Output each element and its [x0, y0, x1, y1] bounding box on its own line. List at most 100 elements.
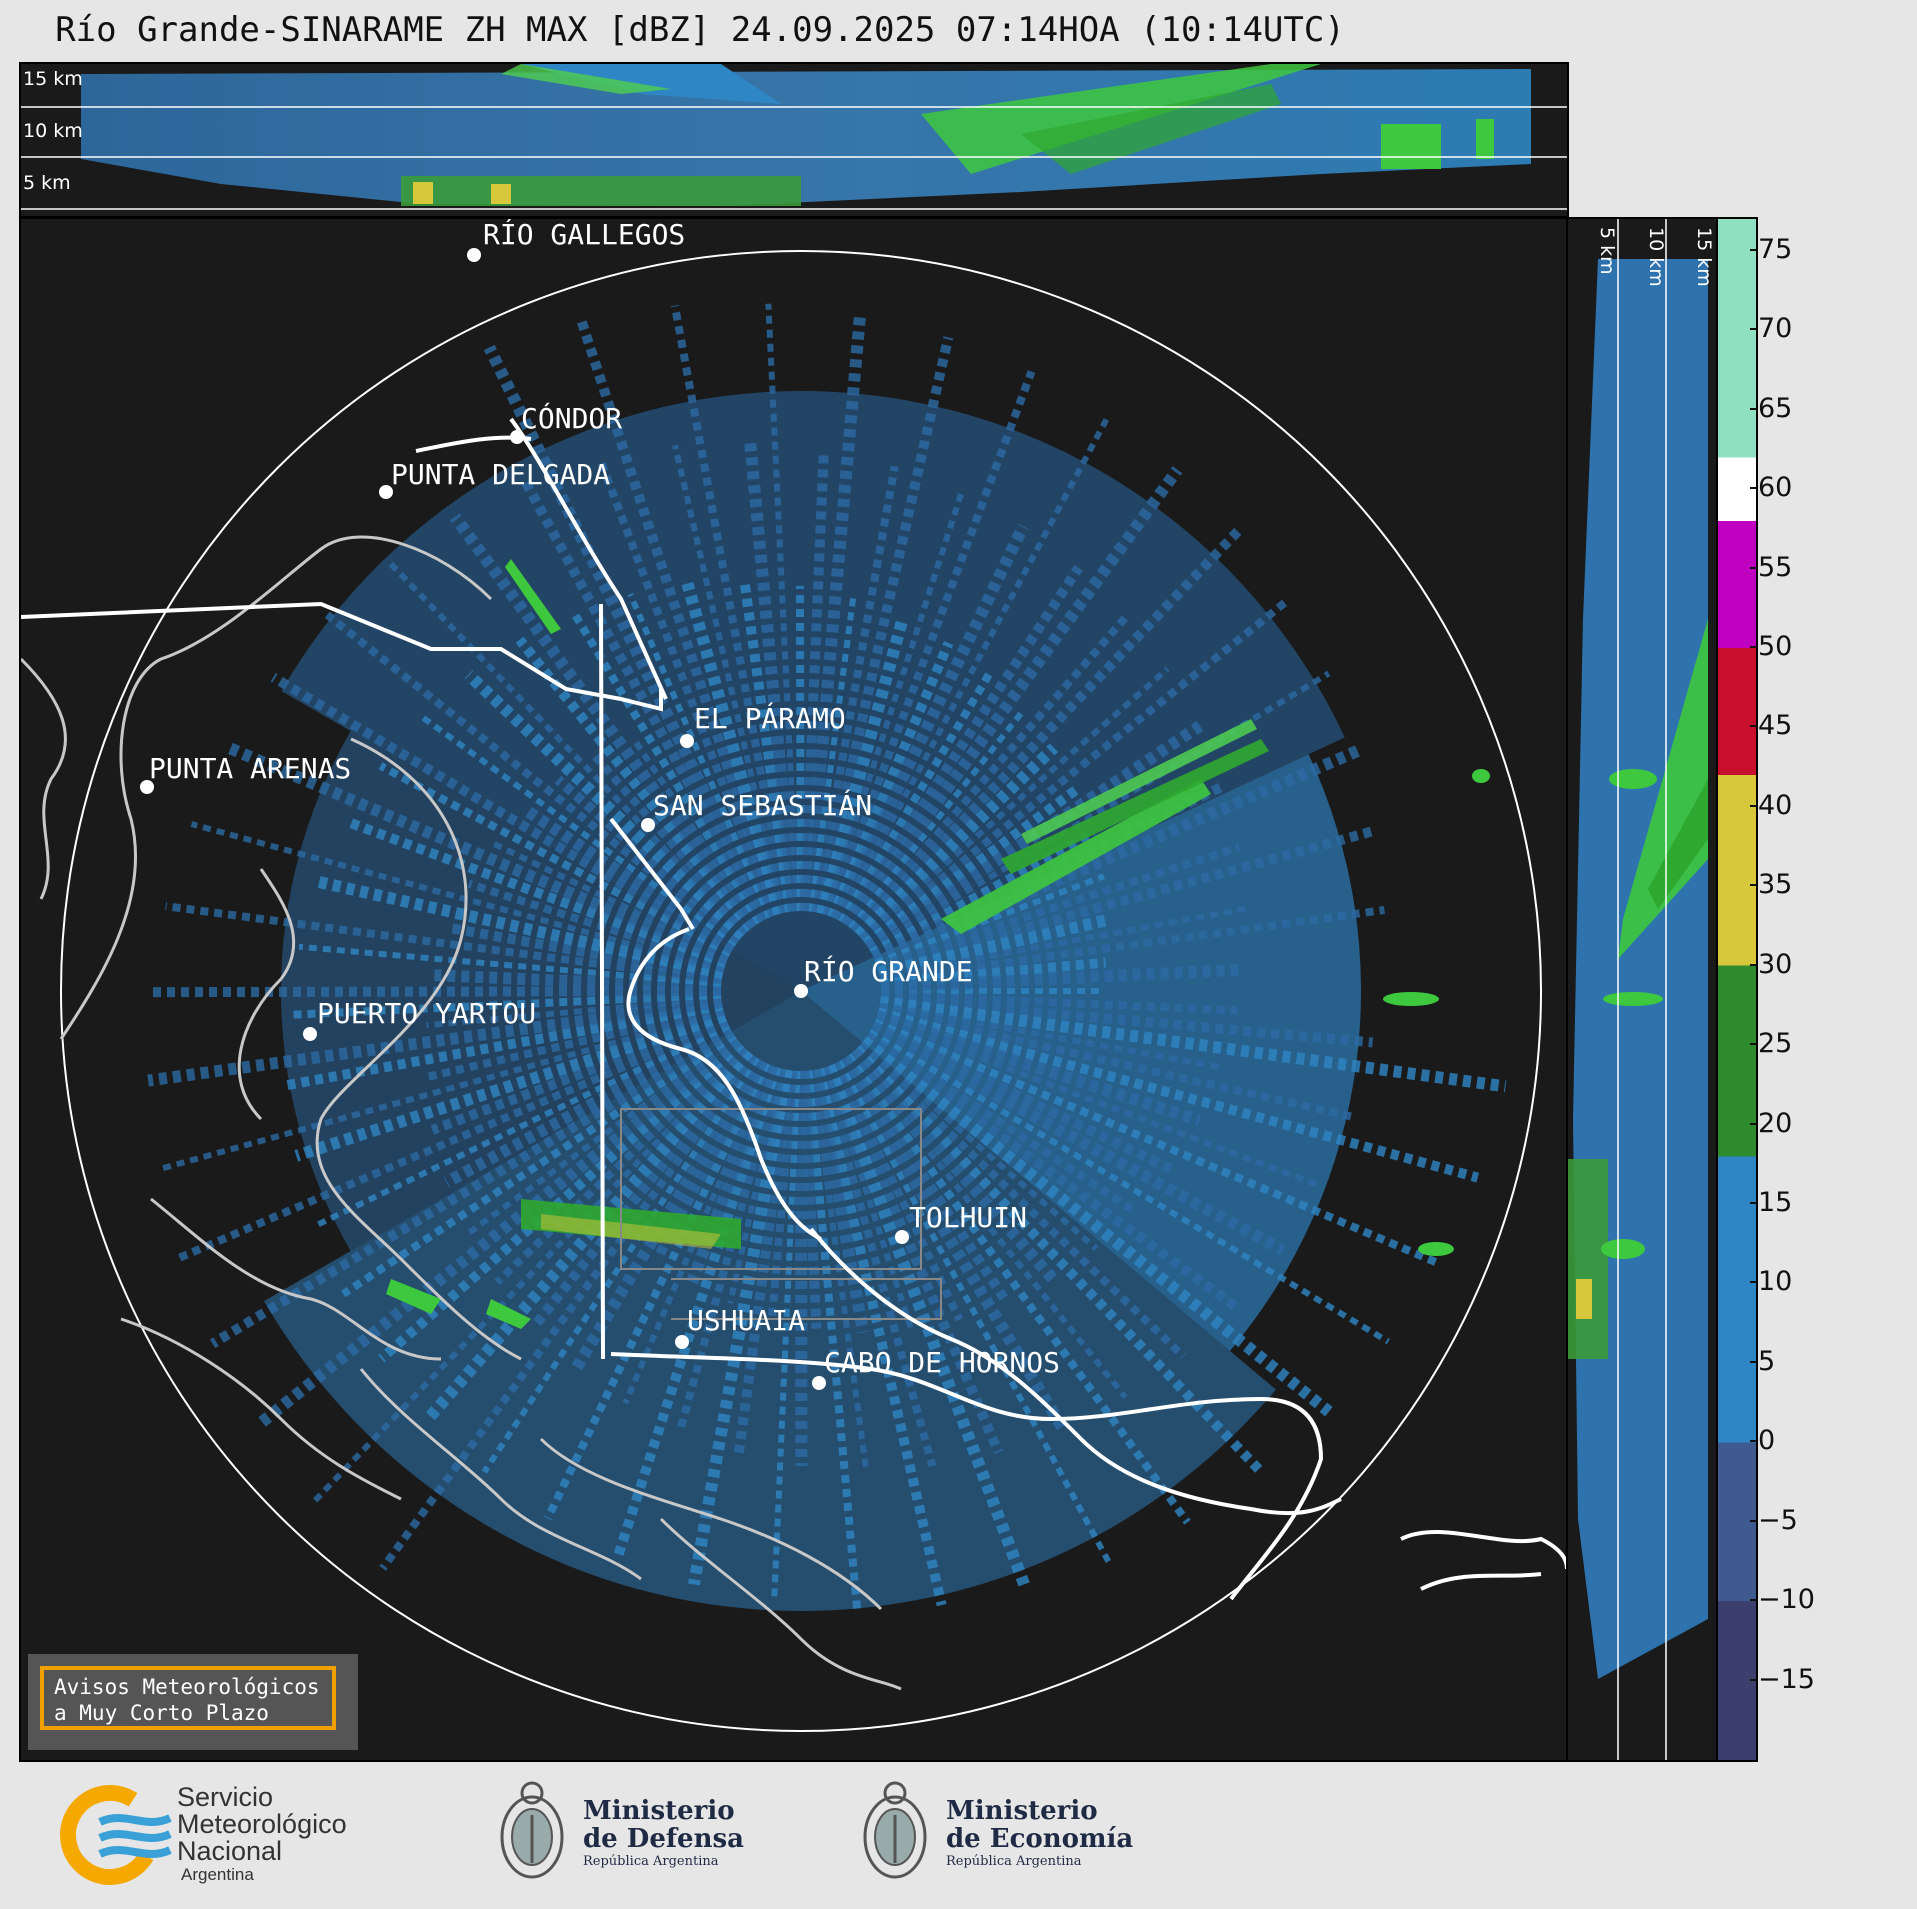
- echo-ray: [177, 1018, 730, 1262]
- smn-line4: Argentina: [181, 1865, 254, 1884]
- echo-ray: [801, 314, 867, 912]
- echo-ray: [576, 318, 781, 917]
- colorbar-tick-label: 0: [1749, 1425, 1776, 1457]
- echo-ray: [377, 1039, 745, 1363]
- echo-ray: [324, 611, 741, 945]
- echo-ray: [878, 1004, 1353, 1121]
- echo-ray: [450, 513, 759, 930]
- city-dot-el-paramo: [680, 734, 694, 748]
- echo-ray: [849, 1047, 1058, 1284]
- echo-ray: [822, 1066, 915, 1331]
- echo-ray: [270, 672, 735, 955]
- economia-line3: República Argentina: [946, 1854, 1082, 1869]
- smn-line1: Servicio: [177, 1782, 274, 1812]
- echo-ray: [868, 1023, 1286, 1256]
- colorbar-tick-label: 30: [1749, 948, 1793, 980]
- echo-ray: [571, 1056, 766, 1372]
- city-dot-rio-gallegos: [467, 248, 481, 262]
- colorbar-tick-label: 25: [1749, 1028, 1793, 1060]
- echo-ray: [343, 816, 728, 968]
- echo-ray: [865, 1031, 1138, 1216]
- colorbar-tick-label: 15: [1749, 1186, 1793, 1218]
- colorbar-tick-label: 55: [1749, 551, 1793, 583]
- city-label-el-paramo: EL PÁRAMO: [694, 702, 846, 735]
- coat-of-arms-icon: [500, 1781, 564, 1879]
- echo-ray: [443, 1023, 734, 1188]
- echo-ray: [823, 1063, 1032, 1592]
- echo-ray: [529, 1050, 756, 1331]
- side-altitude-15km: 15 km: [1693, 227, 1715, 287]
- colorbar-tick-label: 35: [1749, 869, 1793, 901]
- echo-ray: [867, 670, 1331, 953]
- echo-ray: [856, 1043, 1187, 1360]
- convective-echoes: [386, 559, 1490, 1329]
- echo-ray: [842, 466, 1183, 930]
- city-dot-punta-arenas: [140, 780, 154, 794]
- side-altitude-10km: 10 km: [1645, 227, 1667, 287]
- coat-of-arms-icon: [863, 1781, 927, 1879]
- colorbar-tick-label: 5: [1749, 1345, 1776, 1377]
- smn-line2: Meteorológico: [177, 1809, 347, 1839]
- echo-ray: [880, 963, 1244, 994]
- city-label-puerto-yartou: PUERTO YARTOU: [317, 997, 537, 1030]
- top-cross-section-panel: 15 km 10 km 5 km: [19, 62, 1569, 218]
- echo-ray: [554, 775, 744, 943]
- smn-logo: Servicio Meteorológico Nacional Argentin…: [55, 1780, 395, 1890]
- city-label-ushuaia: USHUAIA: [687, 1304, 806, 1337]
- echo-ray: [426, 995, 722, 1029]
- echo-ray: [808, 1069, 870, 1471]
- short-term-warnings-box: Avisos Meteorológicos a Muy Corto Plazo: [28, 1654, 358, 1750]
- city-dot-condor: [510, 430, 524, 444]
- echo-ray: [876, 1007, 1480, 1183]
- echo-ray: [312, 1046, 748, 1503]
- echo-ray: [147, 995, 723, 1087]
- echo-ray: [830, 523, 1029, 922]
- echo-ray: [862, 1033, 1240, 1312]
- echo-ray: [288, 990, 722, 1019]
- echo-ray: [854, 743, 1059, 940]
- echo-ray: [630, 736, 760, 926]
- echo-ray: [686, 1063, 779, 1285]
- echo-ray: [378, 762, 733, 957]
- echo-ray: [670, 304, 791, 914]
- echo-ray: [298, 943, 722, 987]
- echo-ray: [744, 441, 800, 912]
- echo-ray: [872, 1018, 1440, 1267]
- echo-ray: [313, 1023, 731, 1229]
- colorbar-tick-label: 50: [1749, 630, 1793, 662]
- echo-ray: [880, 957, 1107, 989]
- echo-ray: [880, 990, 1238, 1015]
- echo-ray: [596, 457, 777, 918]
- echo-sector: [281, 731, 801, 1251]
- city-label-condor: CÓNDOR: [521, 402, 623, 435]
- echo-ray: [804, 1070, 862, 1610]
- defensa-line1: Ministerio: [583, 1796, 735, 1826]
- city-label-punta-arenas: PUNTA ARENAS: [149, 752, 352, 785]
- echo-ray: [613, 1065, 782, 1558]
- echo-ray: [795, 585, 805, 912]
- colorbar-tick-label: −15: [1750, 1663, 1815, 1695]
- echo-ray: [832, 1061, 964, 1322]
- echo-ray: [386, 559, 748, 936]
- echo-ray: [811, 465, 899, 913]
- colorbar-tick-label: 20: [1749, 1107, 1793, 1139]
- echo-ray: [765, 303, 801, 912]
- colorbar-tick-label: 65: [1749, 392, 1793, 424]
- echo-ray: [688, 1068, 793, 1586]
- echo-ray: [515, 636, 755, 932]
- city-label-cabo-de-hornos: CABO DE HORNOS: [824, 1346, 1061, 1379]
- echo-ray: [424, 1005, 724, 1082]
- economia-line1: Ministerio: [946, 1796, 1098, 1826]
- echo-ray: [859, 1036, 1333, 1417]
- defensa-line3: República Argentina: [583, 1854, 719, 1869]
- echo-ray: [879, 1002, 1223, 1071]
- altitude-label-10km: 10 km: [23, 120, 83, 142]
- echo-ray: [210, 1027, 735, 1348]
- echo-ray: [808, 598, 857, 913]
- border-outlines: [21, 417, 1567, 1601]
- city-label-san-sebastian: SAN SEBASTIÁN: [653, 789, 873, 822]
- echo-ray: [875, 1010, 1202, 1127]
- notice-line-1: Avisos Meteorológicos: [54, 1675, 320, 1699]
- echo-ray: [672, 444, 786, 914]
- echo-ray: [877, 914, 1110, 979]
